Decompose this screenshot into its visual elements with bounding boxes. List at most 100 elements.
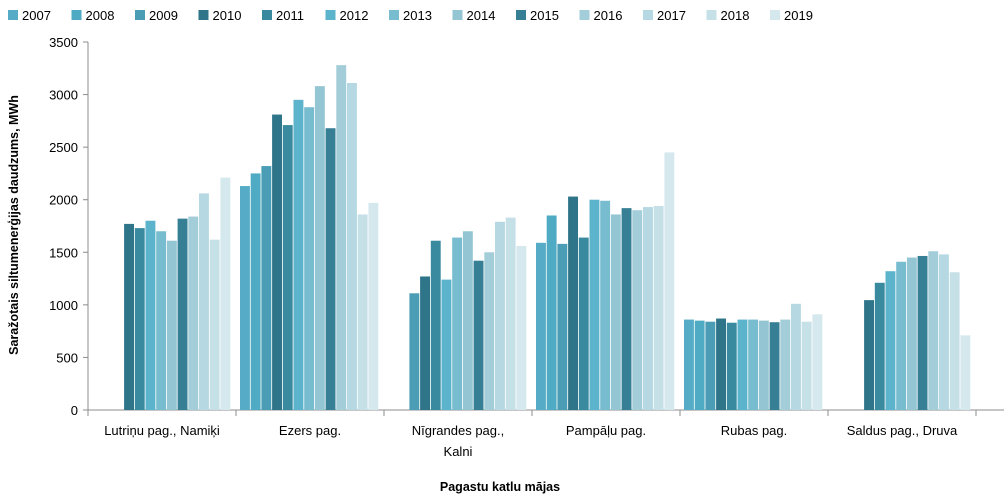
- bar-2018-cat-2: [357, 214, 368, 410]
- legend-label-2019: 2019: [784, 8, 813, 23]
- x-axis-title: Pagastu katlu mājas: [440, 480, 560, 494]
- bar-2010-cat-2: [272, 114, 282, 410]
- legend-swatch-2013: [389, 10, 399, 20]
- legend-swatch-2008: [71, 10, 82, 20]
- y-tick-label: 500: [56, 350, 78, 365]
- legend-label-2011: 2011: [276, 8, 304, 23]
- bar-2009-cat-4: [557, 243, 568, 410]
- bar-2012-cat-5: [737, 319, 748, 410]
- legend-label-2016: 2016: [594, 8, 623, 23]
- bar-2012-cat-6: [885, 271, 896, 410]
- bar-2011-cat-4: [578, 237, 589, 410]
- bar-2015-cat-6: [917, 255, 928, 410]
- legend-label-2009: 2009: [149, 8, 178, 23]
- bar-2014-cat-5: [758, 320, 769, 410]
- bar-2017-cat-6: [939, 254, 949, 410]
- bar-2016-cat-5: [780, 319, 791, 410]
- bar-2016-cat-1: [188, 216, 199, 410]
- y-axis-title: Saražotais siltumenerģijas daudzums, MWh: [7, 95, 21, 355]
- legend-label-2008: 2008: [86, 8, 115, 23]
- bar-2007-cat-2: [240, 186, 250, 410]
- bar-2019-cat-2: [368, 202, 379, 410]
- x-tick-label: Saldus pag., Druva: [847, 423, 958, 438]
- bar-2008-cat-2: [250, 173, 261, 410]
- bar-2014-cat-4: [610, 214, 621, 410]
- bar-2012-cat-1: [145, 220, 156, 410]
- legend-label-2015: 2015: [530, 8, 559, 23]
- x-tick-label: Rubas pag.: [721, 423, 788, 438]
- bar-2010-cat-1: [124, 223, 134, 410]
- bars: [124, 65, 971, 411]
- legend-swatch-2017: [643, 10, 653, 20]
- legend-label-2007: 2007: [22, 8, 51, 23]
- y-tick-label: 1500: [49, 245, 78, 260]
- bar-2011-cat-5: [726, 322, 737, 410]
- bar-2007-cat-5: [684, 319, 694, 410]
- x-tick-label: Pampāļu pag.: [566, 423, 646, 438]
- y-tick-label: 2000: [49, 193, 78, 208]
- bar-2014-cat-2: [314, 86, 325, 410]
- legend-swatch-2018: [706, 10, 717, 20]
- legend-label-2013: 2013: [403, 8, 432, 23]
- bar-2009-cat-3: [409, 293, 420, 410]
- bar-2019-cat-1: [220, 177, 231, 410]
- legend-swatch-2010: [198, 10, 209, 20]
- bar-2015-cat-2: [325, 128, 336, 410]
- legend-swatch-2009: [135, 10, 145, 20]
- bar-2008-cat-5: [694, 320, 705, 410]
- bar-2011-cat-1: [134, 228, 145, 410]
- bar-2008-cat-4: [546, 215, 557, 410]
- bar-2018-cat-3: [505, 217, 516, 410]
- bar-2009-cat-2: [261, 166, 272, 410]
- bar-2014-cat-6: [906, 257, 917, 410]
- bar-2013-cat-6: [896, 261, 907, 410]
- x-tick-label: Ezers pag.: [279, 423, 341, 438]
- legend: 2007 2008 2009 2010 2011 2012 2013 2014 2015 2016…: [8, 8, 813, 23]
- legend-swatch-2019: [770, 10, 780, 20]
- bar-2019-cat-5: [812, 314, 823, 410]
- bar-2017-cat-1: [199, 193, 209, 410]
- bar-2010-cat-5: [716, 318, 726, 410]
- bar-2011-cat-3: [430, 240, 441, 410]
- bar-2019-cat-3: [516, 245, 527, 410]
- bar-2009-cat-5: [705, 321, 716, 410]
- bar-2017-cat-5: [791, 303, 801, 410]
- bar-2018-cat-4: [653, 206, 664, 410]
- bar-2011-cat-2: [282, 125, 293, 410]
- bar-2013-cat-1: [156, 231, 167, 410]
- legend-label-2018: 2018: [721, 8, 750, 23]
- bar-2016-cat-6: [928, 251, 939, 410]
- bar-2018-cat-5: [801, 321, 812, 410]
- bar-2019-cat-6: [960, 335, 971, 410]
- legend-swatch-2016: [579, 10, 590, 20]
- legend-label-2010: 2010: [213, 8, 242, 23]
- bar-2013-cat-3: [452, 237, 463, 410]
- bar-2013-cat-2: [304, 107, 315, 410]
- legend-swatch-2015: [516, 10, 526, 20]
- bar-2011-cat-6: [874, 282, 885, 410]
- bar-2017-cat-4: [643, 207, 653, 410]
- bar-2018-cat-6: [949, 272, 960, 410]
- bar-2017-cat-2: [347, 83, 357, 411]
- bar-2015-cat-4: [621, 208, 632, 410]
- bar-2010-cat-4: [568, 196, 578, 410]
- bar-2014-cat-3: [462, 231, 473, 410]
- legend-label-2017: 2017: [657, 8, 686, 23]
- bar-2015-cat-1: [177, 218, 188, 410]
- bar-2012-cat-3: [441, 279, 452, 410]
- y-tick-label: 0: [71, 403, 78, 418]
- bar-2015-cat-5: [769, 322, 780, 410]
- bar-2012-cat-4: [589, 199, 600, 410]
- y-axis: 0 500 1000 1500 2000 2500 3000 3500: [49, 35, 89, 418]
- legend-swatch-2011: [262, 10, 272, 20]
- bar-2010-cat-6: [864, 300, 874, 410]
- x-tick-label: Lutriņu pag., Namiķi: [104, 423, 220, 438]
- bar-2016-cat-2: [336, 65, 347, 410]
- bar-2019-cat-4: [664, 152, 675, 410]
- legend-label-2014: 2014: [467, 8, 496, 23]
- bar-2013-cat-4: [600, 200, 611, 410]
- bar-2013-cat-5: [748, 319, 759, 410]
- bar-2015-cat-3: [473, 260, 484, 410]
- x-tick-label: Nīgrandes pag., Kalni: [412, 423, 505, 459]
